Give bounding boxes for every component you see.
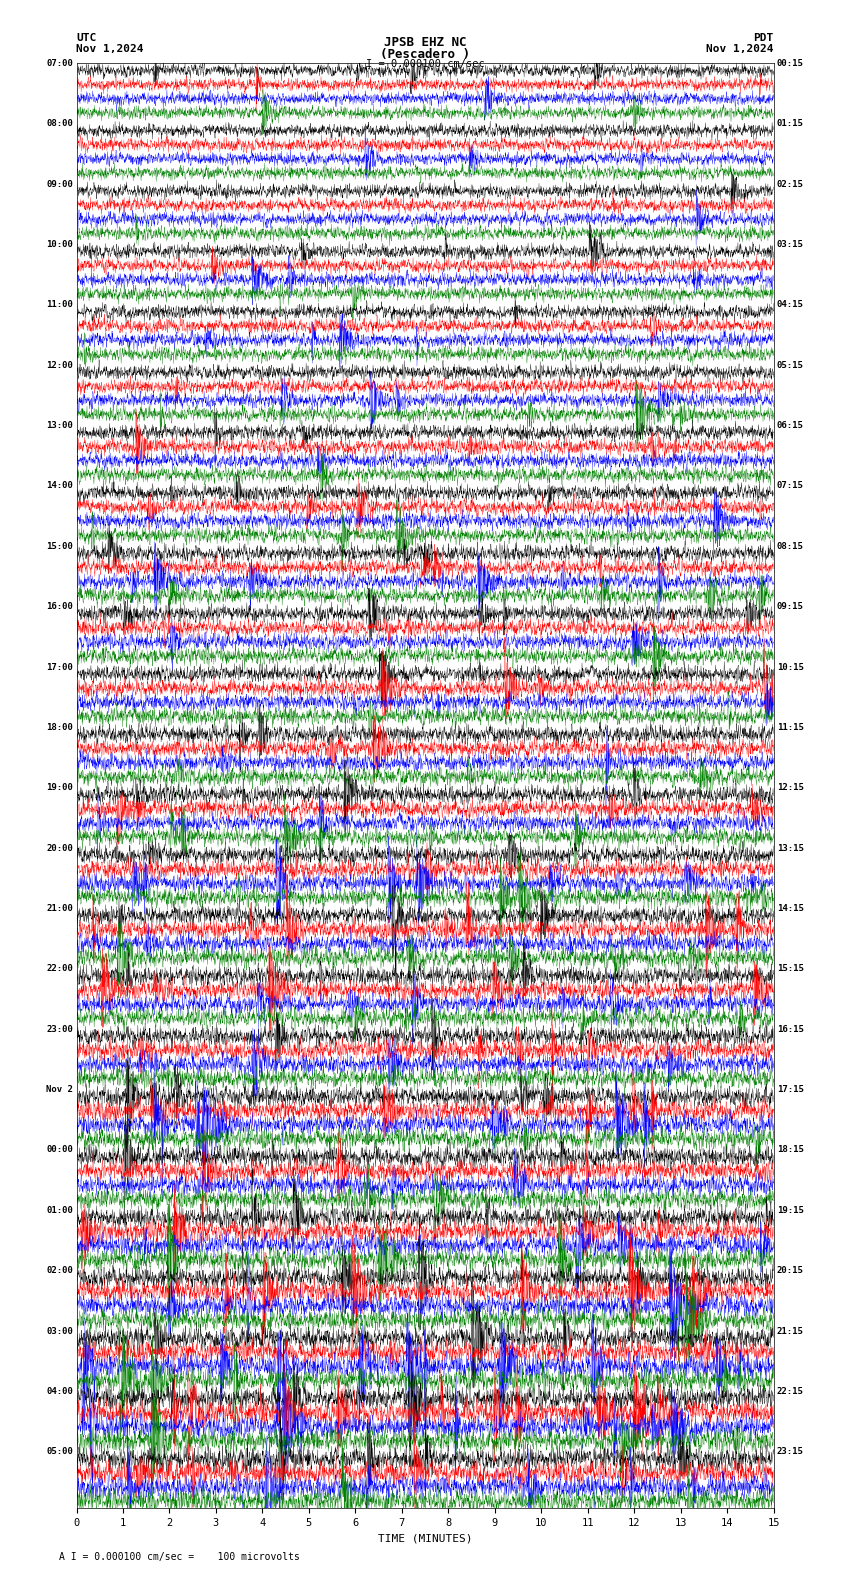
Text: 08:00: 08:00 [46, 119, 73, 128]
Text: 22:00: 22:00 [46, 965, 73, 974]
Text: 13:15: 13:15 [777, 844, 804, 852]
Text: 01:00: 01:00 [46, 1205, 73, 1215]
Text: 12:15: 12:15 [777, 782, 804, 792]
Text: 04:15: 04:15 [777, 301, 804, 309]
Text: 16:15: 16:15 [777, 1025, 804, 1034]
Text: 09:15: 09:15 [777, 602, 804, 611]
Text: 21:00: 21:00 [46, 904, 73, 912]
Text: 23:15: 23:15 [777, 1448, 804, 1456]
Text: 23:00: 23:00 [46, 1025, 73, 1034]
Text: 08:15: 08:15 [777, 542, 804, 551]
Text: 21:15: 21:15 [777, 1326, 804, 1335]
Text: 10:00: 10:00 [46, 239, 73, 249]
Text: 07:00: 07:00 [46, 59, 73, 68]
Text: 18:15: 18:15 [777, 1145, 804, 1155]
Text: 16:00: 16:00 [46, 602, 73, 611]
Text: 17:00: 17:00 [46, 662, 73, 672]
Text: Nov 1,2024: Nov 1,2024 [76, 44, 144, 54]
Text: 20:15: 20:15 [777, 1266, 804, 1275]
Text: 00:00: 00:00 [46, 1145, 73, 1155]
Text: 18:00: 18:00 [46, 722, 73, 732]
Text: 19:15: 19:15 [777, 1205, 804, 1215]
Text: 20:00: 20:00 [46, 844, 73, 852]
Text: UTC: UTC [76, 33, 97, 43]
Text: 17:15: 17:15 [777, 1085, 804, 1095]
Text: I = 0.000100 cm/sec: I = 0.000100 cm/sec [366, 59, 484, 68]
Text: 07:15: 07:15 [777, 482, 804, 491]
Text: A I = 0.000100 cm/sec =    100 microvolts: A I = 0.000100 cm/sec = 100 microvolts [60, 1552, 300, 1562]
Text: 14:15: 14:15 [777, 904, 804, 912]
Text: 15:15: 15:15 [777, 965, 804, 974]
Text: 15:00: 15:00 [46, 542, 73, 551]
Text: 02:00: 02:00 [46, 1266, 73, 1275]
Text: 11:00: 11:00 [46, 301, 73, 309]
Text: PDT: PDT [753, 33, 774, 43]
Text: 05:00: 05:00 [46, 1448, 73, 1456]
Text: 11:15: 11:15 [777, 722, 804, 732]
Text: JPSB EHZ NC: JPSB EHZ NC [383, 36, 467, 49]
Text: 00:15: 00:15 [777, 59, 804, 68]
Text: 04:00: 04:00 [46, 1388, 73, 1396]
Text: Nov 1,2024: Nov 1,2024 [706, 44, 774, 54]
Text: 01:15: 01:15 [777, 119, 804, 128]
Text: Nov 2: Nov 2 [46, 1085, 73, 1095]
Text: 05:15: 05:15 [777, 361, 804, 369]
Text: 10:15: 10:15 [777, 662, 804, 672]
Text: 09:00: 09:00 [46, 179, 73, 188]
Text: 03:00: 03:00 [46, 1326, 73, 1335]
Text: 02:15: 02:15 [777, 179, 804, 188]
Text: 12:00: 12:00 [46, 361, 73, 369]
Text: 22:15: 22:15 [777, 1388, 804, 1396]
Text: (Pescadero ): (Pescadero ) [380, 48, 470, 60]
Text: 19:00: 19:00 [46, 782, 73, 792]
X-axis label: TIME (MINUTES): TIME (MINUTES) [377, 1533, 473, 1543]
Text: 13:00: 13:00 [46, 421, 73, 431]
Text: 03:15: 03:15 [777, 239, 804, 249]
Text: 06:15: 06:15 [777, 421, 804, 431]
Text: 14:00: 14:00 [46, 482, 73, 491]
